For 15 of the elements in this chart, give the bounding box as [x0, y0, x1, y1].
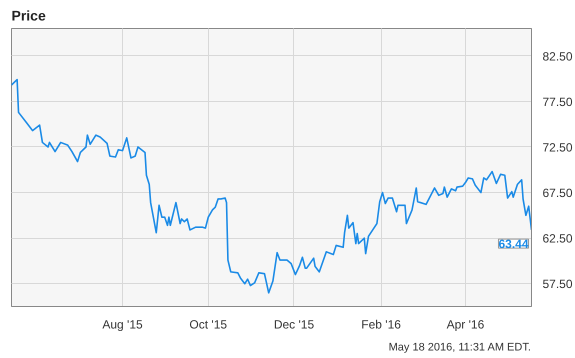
y-tick-label: 72.50	[542, 140, 573, 154]
chart-title: Price	[12, 8, 46, 24]
y-tick-label: 67.50	[542, 186, 573, 200]
y-tick-label: 82.50	[542, 49, 573, 64]
text: May 18 2016, 11:31 AM EDT.	[388, 342, 531, 354]
line-series	[12, 78, 532, 294]
x-tick-label: Oct '15	[189, 318, 228, 332]
x-tick-label: Apr '16	[446, 318, 485, 332]
annotation: 63.44	[498, 237, 529, 252]
x-tick-label: Aug '15	[102, 318, 144, 332]
x-tick-label: Dec '15	[274, 318, 314, 332]
y-tick-label: 57.50	[542, 277, 573, 292]
y-tick-label: 77.50	[542, 94, 573, 109]
x-tick-label: Feb '16	[361, 318, 402, 332]
y-tick-label: 62.50	[542, 232, 573, 246]
